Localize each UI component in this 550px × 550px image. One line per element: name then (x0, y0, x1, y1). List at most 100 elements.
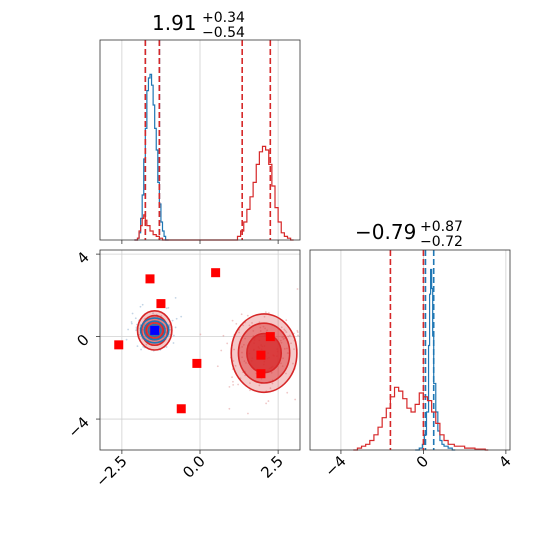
sample-dot (220, 349, 223, 352)
sample-dot (222, 334, 225, 337)
sample-dot (286, 352, 289, 354)
sample-dot (226, 342, 229, 345)
sample-dot (141, 303, 144, 306)
sample-dot (244, 337, 246, 340)
joint-ytick-label-0: 4 (73, 248, 92, 267)
sample-dot (216, 365, 219, 368)
sample-dot (199, 333, 202, 336)
title-right-plus: +0.87 (420, 219, 463, 235)
sample-dot (252, 330, 255, 332)
sample-dot (175, 317, 178, 320)
sample-dot (288, 334, 291, 337)
sample-dot (233, 348, 235, 351)
title-top: 1.91 +0.34 −0.54 (152, 10, 245, 41)
marker-red-7 (265, 332, 275, 342)
top-hist-red (134, 145, 294, 241)
sample-dot (232, 383, 235, 386)
sample-dot (172, 334, 175, 337)
sample-dot (180, 315, 183, 318)
joint-scatter-panel: −2.5 0.0 2.5 4 0 −4 (64, 248, 301, 491)
right-xtick-label-2: 4 (495, 452, 514, 471)
sample-dot (172, 342, 175, 344)
sample-dot (284, 329, 287, 332)
sample-dot (293, 348, 295, 350)
sample-dot (249, 389, 251, 392)
sample-dot (142, 326, 145, 329)
sample-dot (152, 312, 154, 315)
title-top-plus: +0.34 (202, 10, 245, 26)
joint-xtick-label-0: −2.5 (92, 452, 130, 490)
sample-dot (245, 362, 247, 364)
sample-dot (267, 400, 270, 402)
sample-dot (297, 334, 299, 337)
sample-dot (241, 351, 243, 354)
sample-dot (127, 328, 130, 331)
sample-dot (259, 330, 262, 332)
sample-dot (243, 360, 246, 362)
sample-dot (260, 377, 263, 380)
sample-dot (241, 356, 244, 359)
sample-dot (280, 341, 283, 344)
title-right-minus: −0.72 (420, 234, 463, 250)
sample-dot (280, 326, 283, 329)
right-frame (309, 249, 511, 451)
sample-dot (135, 329, 137, 332)
sample-dot (282, 357, 284, 360)
sample-dot (282, 335, 285, 338)
sample-dot (281, 336, 284, 339)
title-right: −0.79 +0.87 −0.72 (355, 219, 463, 250)
sample-dot (264, 311, 267, 314)
sample-dot (249, 382, 251, 385)
sample-dot (296, 288, 299, 290)
contour-blue-2-level-2 (147, 323, 162, 337)
marker-red-1 (145, 274, 155, 284)
sample-dot (258, 384, 261, 387)
sample-dot (283, 328, 286, 331)
sample-dot (238, 331, 240, 334)
joint-ytick-label-1: 0 (73, 331, 92, 350)
sample-dot (231, 376, 233, 379)
sample-dot (294, 398, 297, 401)
sample-dot (240, 313, 243, 316)
marginal-y-histogram-panel: −4 0 4 (309, 249, 515, 480)
marker-red-3 (211, 268, 221, 278)
sample-dot (266, 329, 269, 332)
right-hist-red (353, 386, 489, 451)
sample-dot (287, 335, 290, 338)
sample-dot (174, 326, 177, 329)
marker-red-6 (256, 350, 266, 360)
sample-dot (235, 322, 238, 325)
sample-dot (142, 328, 144, 331)
sample-dot (271, 382, 274, 385)
sample-dot (242, 343, 245, 346)
sample-dot (264, 327, 266, 330)
sample-dot (265, 402, 268, 405)
sample-dot (281, 365, 284, 368)
sample-dot (279, 339, 282, 342)
title-top-minus: −0.54 (202, 25, 245, 41)
sample-dot (290, 342, 292, 345)
top-hist-blue (134, 73, 169, 241)
sample-dot (165, 307, 168, 310)
sample-dot (247, 412, 249, 415)
sample-dot (139, 305, 142, 308)
sample-dot (167, 306, 170, 309)
right-xtick-label-1: 0 (413, 452, 432, 471)
sample-dot (231, 319, 234, 322)
marker-red-5 (176, 404, 186, 414)
sample-dot (280, 362, 282, 365)
sample-dot (232, 380, 234, 383)
sample-dot (259, 326, 262, 329)
marginal-x-histogram-panel (99, 39, 301, 244)
sample-dot (228, 385, 231, 388)
sample-dot (285, 372, 287, 375)
contour-blue-2-level-1 (143, 320, 166, 341)
sample-dot (234, 364, 237, 367)
joint-ytick-label-2: −4 (64, 413, 92, 441)
sample-dot (241, 346, 244, 348)
sample-dot (165, 346, 168, 348)
sample-dot (168, 324, 171, 327)
sample-dot (296, 331, 299, 334)
sample-dot (130, 322, 133, 325)
title-top-value: 1.91 (152, 11, 197, 35)
